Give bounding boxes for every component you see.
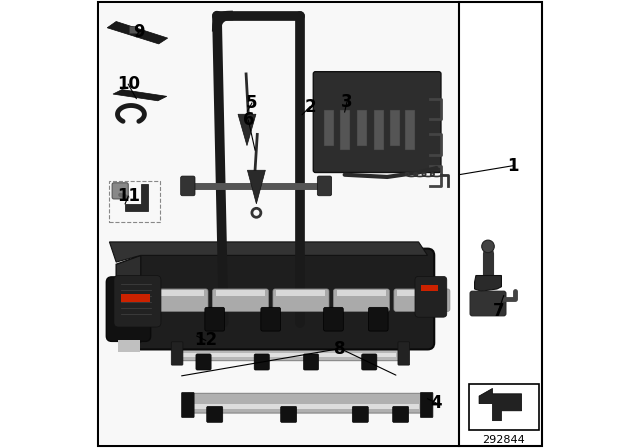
Bar bbox=[357, 110, 367, 146]
FancyBboxPatch shape bbox=[303, 354, 319, 370]
FancyBboxPatch shape bbox=[324, 307, 343, 331]
FancyBboxPatch shape bbox=[420, 392, 433, 418]
Bar bbox=[397, 290, 446, 296]
FancyBboxPatch shape bbox=[205, 307, 225, 331]
FancyBboxPatch shape bbox=[317, 176, 332, 196]
Text: 4: 4 bbox=[431, 394, 442, 412]
Bar bbox=[118, 340, 140, 352]
FancyBboxPatch shape bbox=[196, 354, 211, 370]
Text: 8: 8 bbox=[335, 340, 346, 358]
Polygon shape bbox=[116, 255, 141, 343]
Text: 10: 10 bbox=[116, 75, 140, 93]
Polygon shape bbox=[113, 90, 167, 101]
Polygon shape bbox=[248, 170, 266, 204]
FancyBboxPatch shape bbox=[261, 307, 280, 331]
Text: 7: 7 bbox=[493, 302, 504, 320]
Text: 5: 5 bbox=[246, 94, 258, 112]
Text: 11: 11 bbox=[116, 187, 140, 205]
Bar bbox=[216, 290, 265, 296]
FancyBboxPatch shape bbox=[314, 72, 441, 172]
Text: 292844: 292844 bbox=[483, 435, 525, 445]
FancyBboxPatch shape bbox=[394, 289, 450, 311]
Bar bbox=[337, 290, 386, 296]
Bar bbox=[421, 285, 438, 291]
Bar bbox=[155, 290, 204, 296]
Bar bbox=[109, 181, 160, 222]
Polygon shape bbox=[474, 276, 502, 291]
Bar bbox=[120, 294, 150, 302]
Polygon shape bbox=[125, 184, 147, 211]
FancyBboxPatch shape bbox=[134, 249, 435, 349]
FancyBboxPatch shape bbox=[188, 393, 423, 413]
FancyBboxPatch shape bbox=[352, 406, 369, 422]
Text: 12: 12 bbox=[194, 332, 218, 349]
Text: 3: 3 bbox=[341, 93, 353, 111]
Bar bbox=[192, 404, 419, 409]
FancyBboxPatch shape bbox=[398, 342, 410, 365]
FancyBboxPatch shape bbox=[106, 277, 150, 341]
Bar bbox=[276, 290, 325, 296]
FancyBboxPatch shape bbox=[114, 276, 161, 327]
Polygon shape bbox=[107, 22, 168, 44]
FancyBboxPatch shape bbox=[177, 343, 401, 361]
FancyBboxPatch shape bbox=[333, 289, 389, 311]
FancyBboxPatch shape bbox=[152, 289, 208, 311]
FancyBboxPatch shape bbox=[212, 289, 269, 311]
Bar bbox=[405, 110, 415, 150]
FancyBboxPatch shape bbox=[182, 392, 194, 418]
Text: 9: 9 bbox=[132, 23, 145, 41]
FancyBboxPatch shape bbox=[369, 307, 388, 331]
Polygon shape bbox=[238, 114, 256, 146]
Bar bbox=[129, 26, 137, 33]
Bar bbox=[340, 110, 350, 150]
FancyBboxPatch shape bbox=[470, 291, 506, 316]
FancyBboxPatch shape bbox=[112, 183, 128, 199]
FancyBboxPatch shape bbox=[172, 342, 183, 365]
Bar bbox=[100, 4, 459, 444]
Text: 2: 2 bbox=[305, 98, 316, 116]
FancyBboxPatch shape bbox=[280, 406, 297, 422]
Polygon shape bbox=[109, 242, 428, 262]
FancyBboxPatch shape bbox=[392, 406, 409, 422]
FancyBboxPatch shape bbox=[254, 354, 269, 370]
Bar bbox=[374, 110, 383, 150]
Bar bbox=[468, 384, 539, 430]
FancyBboxPatch shape bbox=[273, 289, 329, 311]
Polygon shape bbox=[479, 388, 522, 421]
FancyBboxPatch shape bbox=[415, 276, 447, 317]
FancyBboxPatch shape bbox=[180, 176, 195, 196]
Text: 6: 6 bbox=[243, 111, 254, 129]
Text: 1: 1 bbox=[507, 157, 518, 175]
Bar bbox=[324, 110, 334, 146]
Bar bbox=[390, 110, 400, 146]
Circle shape bbox=[482, 240, 494, 253]
Bar bbox=[181, 353, 396, 357]
FancyBboxPatch shape bbox=[362, 354, 377, 370]
FancyBboxPatch shape bbox=[207, 406, 223, 422]
